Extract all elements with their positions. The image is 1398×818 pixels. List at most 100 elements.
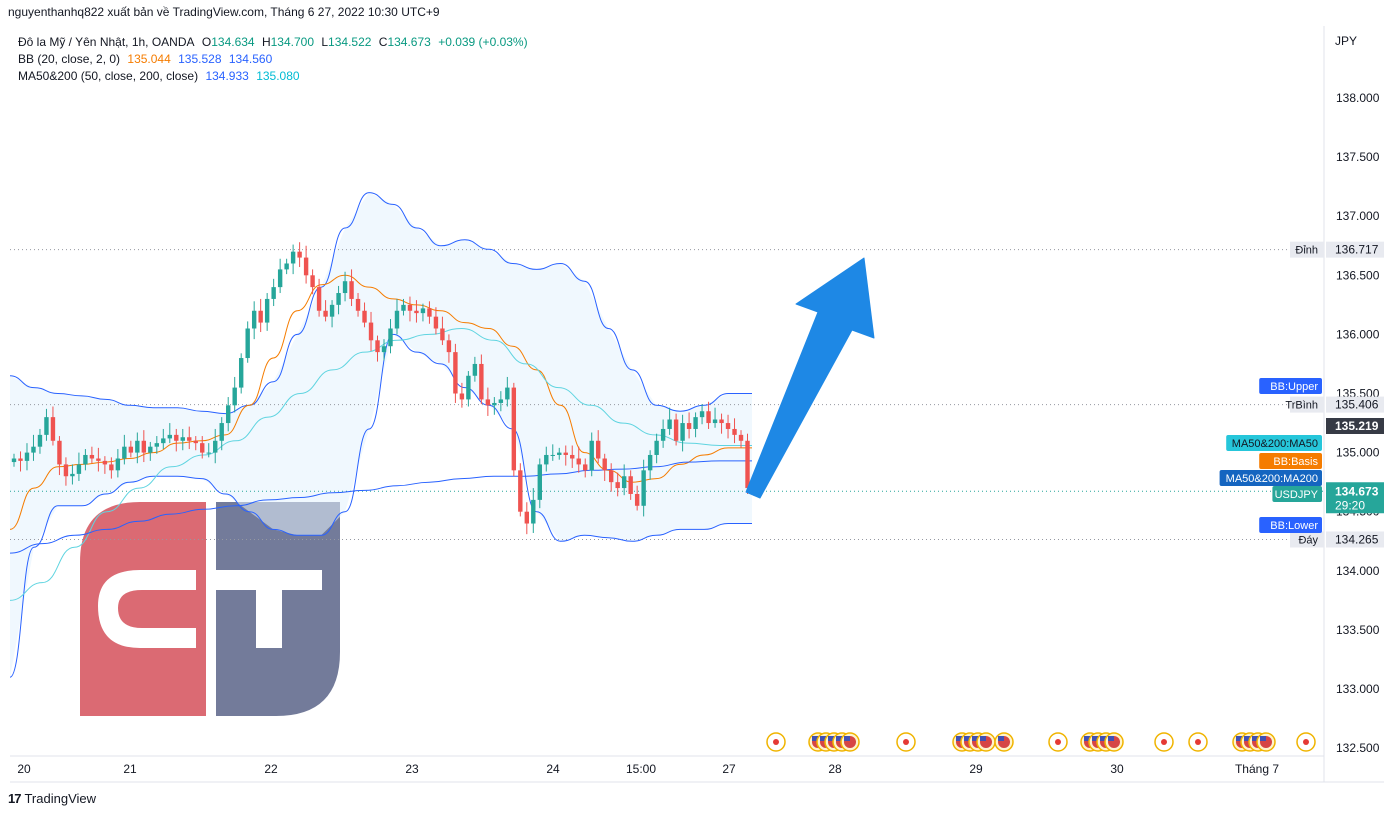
candle[interactable] — [472, 356, 478, 382]
candle[interactable] — [570, 445, 575, 468]
candle[interactable] — [524, 502, 530, 535]
candle[interactable] — [297, 242, 302, 268]
candle[interactable] — [401, 298, 406, 316]
candle[interactable] — [24, 443, 30, 471]
candle[interactable] — [628, 470, 633, 500]
candle[interactable] — [50, 406, 56, 446]
candle[interactable] — [453, 343, 458, 403]
candle[interactable] — [135, 432, 140, 464]
candle[interactable] — [219, 417, 224, 451]
candle[interactable] — [745, 433, 750, 494]
candle[interactable] — [550, 444, 555, 461]
us-flag-event-icon[interactable] — [976, 732, 996, 752]
candle[interactable] — [336, 285, 341, 315]
jp-event-icon[interactable] — [896, 732, 916, 752]
candle[interactable] — [466, 371, 471, 407]
us-flag-event-icon[interactable] — [1104, 732, 1124, 752]
candle[interactable] — [647, 450, 653, 480]
candle[interactable] — [660, 419, 666, 448]
candle[interactable] — [277, 258, 283, 294]
candle[interactable] — [459, 382, 465, 408]
candle[interactable] — [654, 433, 659, 464]
candle[interactable] — [576, 446, 581, 473]
candle[interactable] — [706, 401, 711, 429]
candle[interactable] — [57, 436, 62, 476]
candle[interactable] — [355, 293, 361, 317]
candle[interactable] — [511, 382, 517, 477]
candle[interactable] — [673, 413, 679, 446]
time-axis[interactable]: 20 21 22 23 24 15:00 27 28 29 30 Tháng 7 — [17, 762, 1279, 776]
candle[interactable] — [440, 316, 445, 346]
candle[interactable] — [420, 303, 426, 322]
candle[interactable] — [37, 428, 43, 454]
candle[interactable] — [154, 436, 160, 454]
candle[interactable] — [226, 397, 231, 432]
candle[interactable] — [342, 271, 348, 302]
candle[interactable] — [381, 339, 387, 361]
candle[interactable] — [258, 298, 263, 333]
candle[interactable] — [303, 245, 309, 284]
candles[interactable] — [11, 242, 757, 535]
candle[interactable] — [206, 443, 211, 458]
candle[interactable] — [427, 301, 432, 324]
candle[interactable] — [264, 293, 270, 331]
candle[interactable] — [44, 408, 49, 441]
candle[interactable] — [537, 458, 542, 509]
candle[interactable] — [290, 244, 296, 275]
candle[interactable] — [693, 412, 698, 438]
us-flag-event-icon[interactable] — [994, 732, 1014, 752]
candle[interactable] — [407, 296, 413, 322]
candle[interactable] — [180, 428, 185, 451]
candle[interactable] — [446, 334, 452, 363]
candle[interactable] — [284, 258, 289, 275]
tradingview-watermark[interactable]: 17 TradingView — [8, 791, 96, 806]
candle[interactable] — [608, 463, 614, 492]
candle[interactable] — [238, 353, 244, 394]
candle[interactable] — [544, 446, 549, 472]
candle[interactable] — [161, 428, 166, 450]
candle[interactable] — [122, 434, 127, 465]
candle[interactable] — [414, 300, 419, 323]
candle[interactable] — [518, 463, 523, 517]
candle[interactable] — [492, 397, 497, 415]
candle[interactable] — [310, 269, 315, 295]
candle[interactable] — [148, 441, 153, 461]
price-axis[interactable]: 138.000137.500137.000136.500136.000135.5… — [1336, 91, 1380, 755]
candle[interactable] — [485, 387, 491, 416]
us-flag-event-icon[interactable] — [840, 732, 860, 752]
legend-ma[interactable]: MA50&200 (50, close, 200, close) 134.933… — [18, 69, 304, 83]
candle[interactable] — [109, 457, 114, 479]
candle[interactable] — [505, 376, 510, 407]
candle[interactable] — [96, 447, 101, 472]
candle[interactable] — [316, 278, 322, 317]
candle[interactable] — [634, 485, 640, 511]
jp-event-icon[interactable] — [1188, 732, 1208, 752]
candle[interactable] — [232, 376, 237, 413]
candle[interactable] — [251, 301, 257, 340]
candle[interactable] — [615, 472, 620, 497]
candle[interactable] — [70, 464, 75, 485]
candle[interactable] — [583, 458, 588, 478]
economic-events[interactable] — [766, 732, 1316, 752]
candle[interactable] — [174, 428, 179, 452]
jp-event-icon[interactable] — [1048, 732, 1068, 752]
candle[interactable] — [699, 404, 705, 425]
candle[interactable] — [245, 321, 250, 363]
jp-event-icon[interactable] — [1154, 732, 1174, 752]
candle[interactable] — [115, 449, 121, 478]
candle[interactable] — [596, 430, 601, 464]
candle[interactable] — [531, 488, 536, 533]
jp-event-icon[interactable] — [1296, 732, 1316, 752]
candle[interactable] — [89, 446, 95, 464]
candle[interactable] — [213, 428, 218, 464]
candle[interactable] — [732, 418, 737, 444]
legend-symbol[interactable]: Đô la Mỹ / Yên Nhật, 1h, OANDA — [18, 35, 195, 49]
forecast-arrow[interactable] — [745, 257, 875, 499]
candle[interactable] — [563, 445, 568, 466]
candle[interactable] — [621, 464, 627, 496]
candle[interactable] — [167, 423, 172, 444]
candle[interactable] — [83, 449, 88, 471]
candle[interactable] — [719, 413, 724, 434]
candle[interactable] — [193, 436, 198, 451]
candle[interactable] — [11, 453, 17, 467]
